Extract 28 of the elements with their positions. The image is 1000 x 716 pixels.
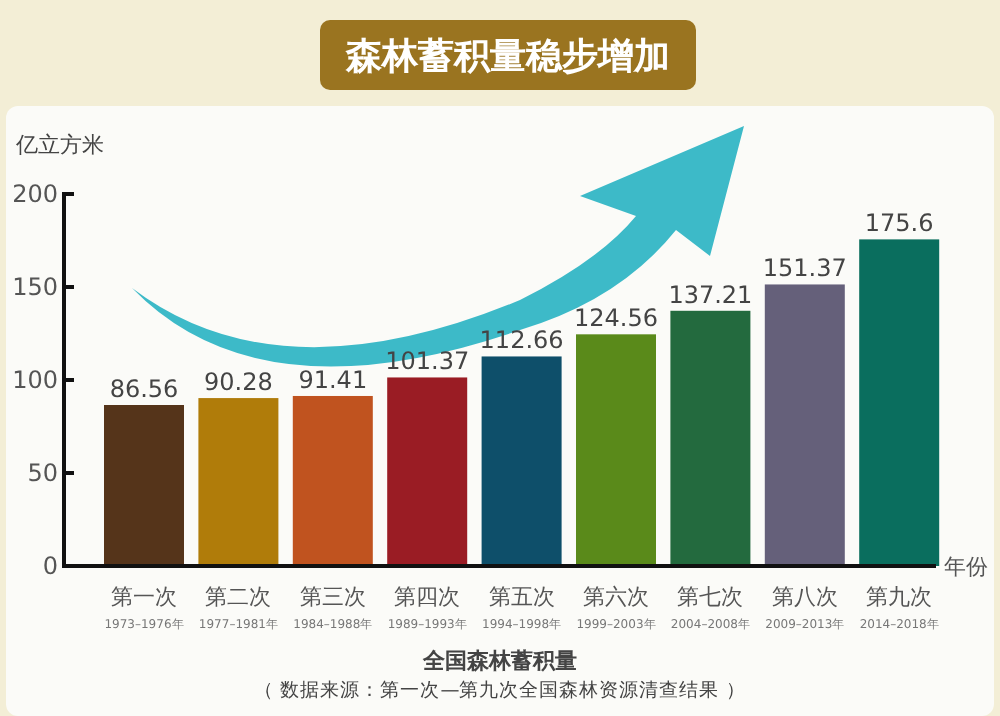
y-tick-label: 150 — [12, 273, 58, 301]
bar — [576, 334, 656, 566]
bar — [292, 395, 373, 566]
y-tick-label: 100 — [12, 366, 58, 394]
x-axis-title: 年份 — [944, 554, 988, 580]
bar — [387, 377, 468, 566]
data-label: 151.37 — [762, 254, 847, 283]
bar — [670, 310, 751, 566]
data-label: 86.56 — [109, 375, 179, 403]
y-axis-title: 亿立方米 — [14, 132, 104, 158]
bar — [859, 239, 940, 566]
data-label: 137.21 — [668, 280, 753, 309]
bar — [198, 398, 279, 566]
y-tick-label: 200 — [12, 180, 58, 208]
data-label: 90.28 — [204, 368, 273, 397]
bar — [764, 284, 845, 566]
bar — [104, 405, 184, 566]
data-label: 124.56 — [574, 304, 658, 333]
data-label: 91.41 — [298, 365, 368, 394]
y-tick-label: 0 — [42, 552, 58, 580]
chart-title: 森林蓄积量稳步增加 — [344, 36, 670, 78]
text: （ 数据来源：第一次—第九次全国森林资源清查结果 ） — [254, 678, 746, 702]
data-label: 101.37 — [385, 347, 470, 376]
y-tick-label: 50 — [27, 459, 58, 487]
bar — [481, 356, 562, 566]
text: 全国森林蓄积量 — [421, 648, 577, 674]
data-label: 112.66 — [479, 326, 564, 355]
data-label: 175.6 — [864, 209, 934, 238]
